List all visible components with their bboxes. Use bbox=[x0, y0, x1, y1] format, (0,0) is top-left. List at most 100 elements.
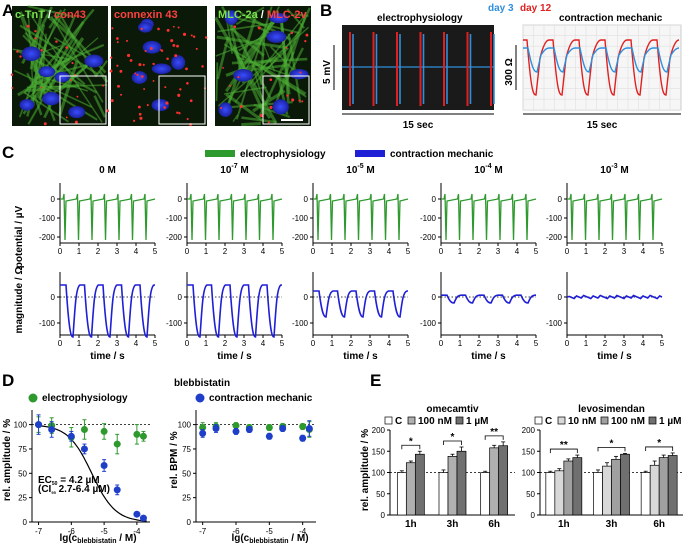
e-ytick-label: 0 bbox=[381, 511, 386, 520]
fiber bbox=[223, 13, 258, 117]
nucleus bbox=[19, 99, 35, 111]
red-dot bbox=[259, 113, 264, 118]
red-dot bbox=[301, 100, 304, 103]
c-xtick-label: 3 bbox=[496, 247, 501, 256]
e-bar bbox=[620, 453, 630, 516]
red-dot bbox=[269, 78, 273, 82]
c-mag-ytick-label: 0 bbox=[178, 293, 183, 302]
d-legend-dot-contraction bbox=[195, 393, 205, 403]
c-mag-xtick-label: 5 bbox=[406, 339, 411, 348]
d-point-ephys bbox=[232, 422, 240, 430]
c-mag-ytick-label: -100 bbox=[166, 319, 183, 328]
c-mag-ytick-label: 0 bbox=[304, 293, 309, 302]
red-dot bbox=[186, 81, 189, 85]
red-dot bbox=[189, 99, 193, 103]
conc-base: 10 bbox=[346, 165, 358, 176]
c-mag-ytick-label: 0 bbox=[558, 293, 563, 302]
d-point-contraction bbox=[245, 425, 253, 433]
contraction-trace bbox=[566, 294, 663, 300]
d-ytick-label: 0 bbox=[187, 518, 192, 527]
e-bar bbox=[640, 472, 651, 516]
d-point-contraction bbox=[80, 445, 88, 453]
c-mag-ytick-label: -100 bbox=[420, 319, 437, 328]
e-bar bbox=[447, 456, 458, 516]
conc-exp: -4 bbox=[485, 163, 491, 170]
e-ytick-label: 150 bbox=[522, 447, 536, 456]
red-dot bbox=[65, 116, 68, 119]
fiber bbox=[236, 56, 300, 80]
red-dot bbox=[43, 122, 47, 126]
e-bar bbox=[396, 472, 407, 516]
red-dot bbox=[10, 73, 14, 76]
b-right-traces bbox=[523, 39, 680, 96]
e-legend-label: 1 µM bbox=[466, 416, 488, 427]
fiber bbox=[227, 5, 280, 105]
e-legend-swatch bbox=[648, 416, 657, 425]
e-legend-swatch bbox=[600, 416, 609, 425]
d-ytick-label: 50 bbox=[182, 469, 191, 478]
e-bar bbox=[658, 457, 669, 516]
d-xtick-label: -6 bbox=[68, 527, 76, 536]
c-ytick-label: 0 bbox=[432, 195, 437, 204]
c-xtick-label: 2 bbox=[349, 247, 354, 256]
c-mag-xtick-label: 2 bbox=[96, 339, 101, 348]
c-mag-xtick-label: 3 bbox=[368, 339, 373, 348]
d-legend-dot-ephys bbox=[28, 393, 38, 403]
red-dot bbox=[116, 41, 119, 44]
d-ytick-label: 25 bbox=[182, 494, 191, 503]
d-legend-contraction: contraction mechanic bbox=[209, 393, 313, 404]
contraction-trace bbox=[313, 290, 408, 318]
c-xtick-label: 4 bbox=[134, 247, 139, 256]
d-point-contraction bbox=[199, 429, 207, 437]
nucleus bbox=[138, 21, 153, 33]
red-dot bbox=[233, 25, 237, 29]
e-bar bbox=[456, 450, 467, 516]
c-mag-xtick-label: 5 bbox=[153, 339, 158, 348]
c-mag-xtick-label: 4 bbox=[387, 339, 392, 348]
d-ec50-label: EC50 = 4.2 µM bbox=[38, 475, 100, 487]
b-left-time-label: 15 sec bbox=[403, 120, 434, 131]
red-dot bbox=[190, 34, 193, 37]
red-dot bbox=[143, 88, 146, 91]
fiber bbox=[93, 95, 107, 118]
red-dot bbox=[133, 119, 136, 122]
c-magnitude-ylabel: magnitude / Ω bbox=[14, 267, 25, 334]
c-legend-swatch-ephys bbox=[205, 150, 235, 157]
red-dot bbox=[125, 39, 128, 42]
red-dot bbox=[269, 105, 273, 109]
c-xtick-label: 2 bbox=[477, 247, 482, 256]
d-point-ephys bbox=[299, 423, 307, 431]
c-xlabel: time / s bbox=[597, 351, 632, 362]
d-point-contraction bbox=[35, 421, 43, 429]
c-mag-xtick-label: 2 bbox=[477, 339, 482, 348]
conc-unit: M bbox=[618, 165, 629, 176]
fiber bbox=[241, 116, 277, 124]
c-ytick-label: 0 bbox=[178, 195, 183, 204]
e-category-label: 1h bbox=[405, 519, 417, 530]
c-mag-xtick-label: 1 bbox=[204, 339, 209, 348]
c-xtick-label: 4 bbox=[387, 247, 392, 256]
d-point-contraction bbox=[100, 462, 108, 470]
c-mag-xtick-label: 5 bbox=[280, 339, 285, 348]
micrograph-label-3: MLC-2a / MLC-2v bbox=[218, 9, 308, 21]
c-xtick-label: 5 bbox=[660, 247, 665, 256]
red-dot bbox=[40, 86, 43, 89]
fiber bbox=[235, 6, 265, 26]
red-dot bbox=[237, 76, 240, 79]
e-title: levosimendan bbox=[578, 404, 645, 415]
d-point-contraction bbox=[305, 425, 313, 433]
c-ytick-label: -200 bbox=[420, 233, 437, 242]
e-ytick-label: 100 bbox=[372, 469, 386, 478]
c-ytick-label: -200 bbox=[292, 233, 309, 242]
panel-letter-b: B bbox=[320, 1, 332, 20]
contraction-trace bbox=[187, 284, 282, 338]
red-dot bbox=[138, 63, 142, 67]
red-dot bbox=[257, 26, 261, 30]
c-mag-ytick-label: -100 bbox=[546, 319, 563, 328]
fiber bbox=[279, 47, 304, 94]
c-ytick-label: -100 bbox=[39, 214, 56, 223]
e-legend-label: 100 nM bbox=[418, 416, 452, 427]
e-bar bbox=[405, 462, 416, 516]
d-point-contraction bbox=[113, 486, 121, 494]
c-xlabel: time / s bbox=[343, 351, 378, 362]
